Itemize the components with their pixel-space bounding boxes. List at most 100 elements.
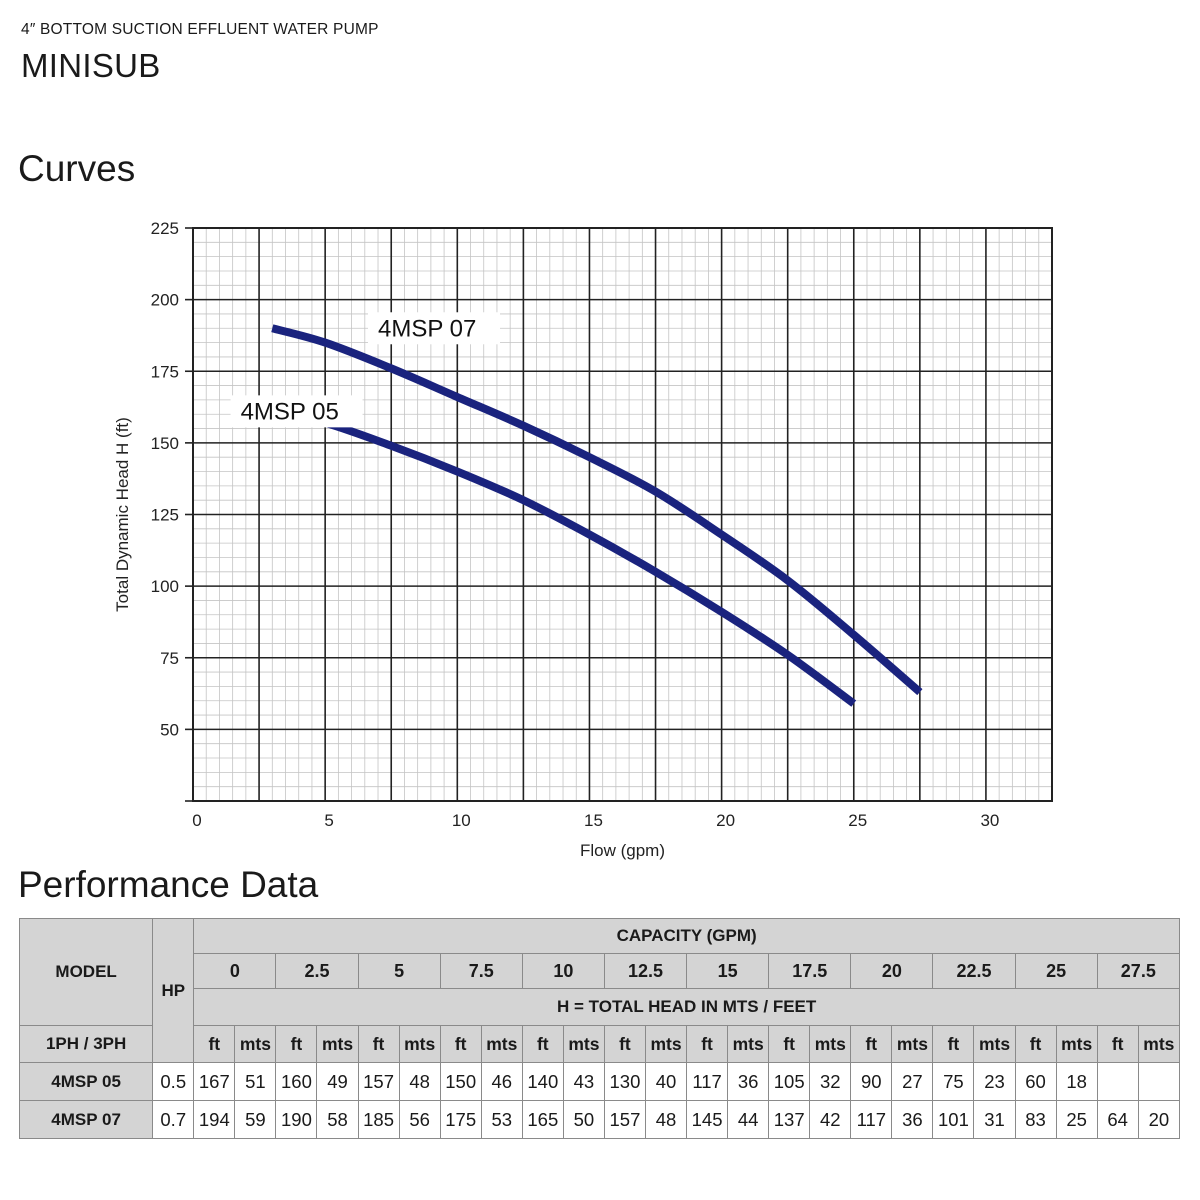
head-ft-value: 157 bbox=[603, 1100, 646, 1139]
head-mts-value: 31 bbox=[973, 1100, 1016, 1139]
curve-4msp-05 bbox=[271, 407, 857, 707]
head-ft-value: 83 bbox=[1014, 1100, 1057, 1139]
head-mts-value: 25 bbox=[1055, 1100, 1098, 1139]
phase-header: 1PH / 3PH bbox=[18, 1025, 154, 1063]
unit-ft: ft bbox=[686, 1025, 729, 1063]
head-mts-value: 36 bbox=[891, 1100, 934, 1139]
head-header: H = TOTAL HEAD IN MTS / FEET bbox=[193, 988, 1180, 1026]
head-ft-value: 64 bbox=[1096, 1100, 1139, 1139]
head-mts-value: 27 bbox=[891, 1062, 934, 1101]
head-mts-value: 50 bbox=[562, 1100, 605, 1139]
head-mts-value: 32 bbox=[809, 1062, 852, 1101]
head-ft-value: 167 bbox=[193, 1062, 236, 1101]
capacity-value: 15 bbox=[686, 953, 770, 989]
table-row: 4MSP 07 0.7 194 59 190 58 185 56 175 53 165 50 157 48… bbox=[18, 1100, 1181, 1139]
unit-mts: mts bbox=[727, 1025, 770, 1063]
product-subtitle: 4″ BOTTOM SUCTION EFFLUENT WATER PUMP bbox=[21, 21, 379, 38]
x-tick-label: 5 bbox=[324, 811, 333, 830]
y-tick-label: 150 bbox=[151, 434, 179, 453]
unit-ft: ft bbox=[357, 1025, 400, 1063]
product-title: MINISUB bbox=[21, 47, 161, 84]
unit-mts: mts bbox=[562, 1025, 605, 1063]
head-ft-value: 117 bbox=[686, 1062, 729, 1101]
unit-ft: ft bbox=[768, 1025, 811, 1063]
head-mts-value: 46 bbox=[480, 1062, 523, 1101]
head-mts-value: 48 bbox=[398, 1062, 441, 1101]
head-mts-value: 40 bbox=[644, 1062, 688, 1101]
series-label-backdrop bbox=[230, 395, 363, 428]
head-ft-value: 194 bbox=[193, 1100, 236, 1139]
head-mts-value: 51 bbox=[234, 1062, 277, 1101]
y-tick-label: 75 bbox=[160, 649, 179, 668]
unit-mts: mts bbox=[973, 1025, 1016, 1063]
model-header: MODEL bbox=[18, 918, 154, 1026]
performance-table: MODEL HP CAPACITY (GPM) 0 2.5 5 7.5 10 12.5 15 17.… bbox=[18, 918, 1181, 1139]
head-mts-value: 23 bbox=[973, 1062, 1016, 1101]
head-mts-value: 42 bbox=[809, 1100, 852, 1139]
series-label: 4MSP 07 bbox=[378, 315, 476, 342]
unit-mts: mts bbox=[480, 1025, 523, 1063]
y-tick-label: 50 bbox=[160, 720, 179, 739]
head-ft-value: 160 bbox=[275, 1062, 318, 1101]
unit-mts: mts bbox=[398, 1025, 441, 1063]
unit-ft: ft bbox=[439, 1025, 482, 1063]
head-mts-value bbox=[1137, 1062, 1181, 1101]
capacity-value: 22.5 bbox=[932, 953, 1016, 989]
head-ft-value: 157 bbox=[357, 1062, 400, 1101]
curve-4msp-07 bbox=[271, 324, 923, 696]
head-mts-value: 20 bbox=[1137, 1100, 1181, 1139]
unit-mts: mts bbox=[644, 1025, 688, 1063]
capacity-header: CAPACITY (GPM) bbox=[193, 918, 1180, 954]
unit-mts: mts bbox=[891, 1025, 934, 1063]
unit-ft: ft bbox=[850, 1025, 893, 1063]
head-ft-value: 150 bbox=[439, 1062, 482, 1101]
capacity-value: 27.5 bbox=[1096, 953, 1181, 989]
head-mts-value: 36 bbox=[727, 1062, 770, 1101]
curves-heading: Curves bbox=[18, 148, 136, 189]
head-mts-value: 44 bbox=[727, 1100, 770, 1139]
hp-value: 0.7 bbox=[152, 1100, 195, 1139]
unit-ft: ft bbox=[603, 1025, 646, 1063]
unit-mts: mts bbox=[1137, 1025, 1181, 1063]
y-tick-label: 100 bbox=[151, 577, 179, 596]
head-ft-value: 185 bbox=[357, 1100, 400, 1139]
unit-ft: ft bbox=[521, 1025, 564, 1063]
capacity-value: 17.5 bbox=[768, 953, 852, 989]
capacity-value: 20 bbox=[850, 953, 934, 989]
series-label-backdrop bbox=[368, 312, 501, 345]
x-tick-label: 20 bbox=[716, 811, 735, 830]
head-mts-value: 59 bbox=[234, 1100, 277, 1139]
head-ft-value: 101 bbox=[932, 1100, 975, 1139]
unit-mts: mts bbox=[316, 1025, 359, 1063]
model-name: 4MSP 05 bbox=[18, 1062, 154, 1101]
pump-curve-chart: 50 75 100 125 150 175 200 225 0 5 10 15 20 25 30 Flow (… bbox=[113, 219, 1053, 860]
capacity-value: 7.5 bbox=[439, 953, 523, 989]
head-mts-value: 49 bbox=[316, 1062, 359, 1101]
head-ft-value: 137 bbox=[768, 1100, 811, 1139]
table-row: 4MSP 05 0.5 167 51 160 49 157 48 150 46 140 43 130 40… bbox=[18, 1062, 1181, 1101]
capacity-value: 5 bbox=[357, 953, 441, 989]
head-ft-value: 75 bbox=[932, 1062, 975, 1101]
head-mts-value: 56 bbox=[398, 1100, 441, 1139]
head-ft-value: 140 bbox=[521, 1062, 564, 1101]
unit-mts: mts bbox=[1055, 1025, 1098, 1063]
unit-ft: ft bbox=[275, 1025, 318, 1063]
head-ft-value: 90 bbox=[850, 1062, 893, 1101]
head-mts-value: 43 bbox=[562, 1062, 605, 1101]
head-ft-value bbox=[1096, 1062, 1139, 1101]
head-ft-value: 165 bbox=[521, 1100, 564, 1139]
unit-ft: ft bbox=[193, 1025, 236, 1063]
x-tick-label: 15 bbox=[584, 811, 603, 830]
unit-mts: mts bbox=[234, 1025, 277, 1063]
head-ft-value: 105 bbox=[768, 1062, 811, 1101]
head-ft-value: 60 bbox=[1014, 1062, 1057, 1101]
unit-mts: mts bbox=[809, 1025, 852, 1063]
capacity-value: 0 bbox=[193, 953, 277, 989]
y-tick-label: 125 bbox=[151, 506, 179, 525]
head-mts-value: 48 bbox=[644, 1100, 688, 1139]
x-tick-label: 25 bbox=[848, 811, 867, 830]
head-ft-value: 190 bbox=[275, 1100, 318, 1139]
hp-header: HP bbox=[152, 918, 195, 1063]
y-axis-label: Total Dynamic Head H (ft) bbox=[113, 417, 132, 612]
head-mts-value: 18 bbox=[1055, 1062, 1098, 1101]
